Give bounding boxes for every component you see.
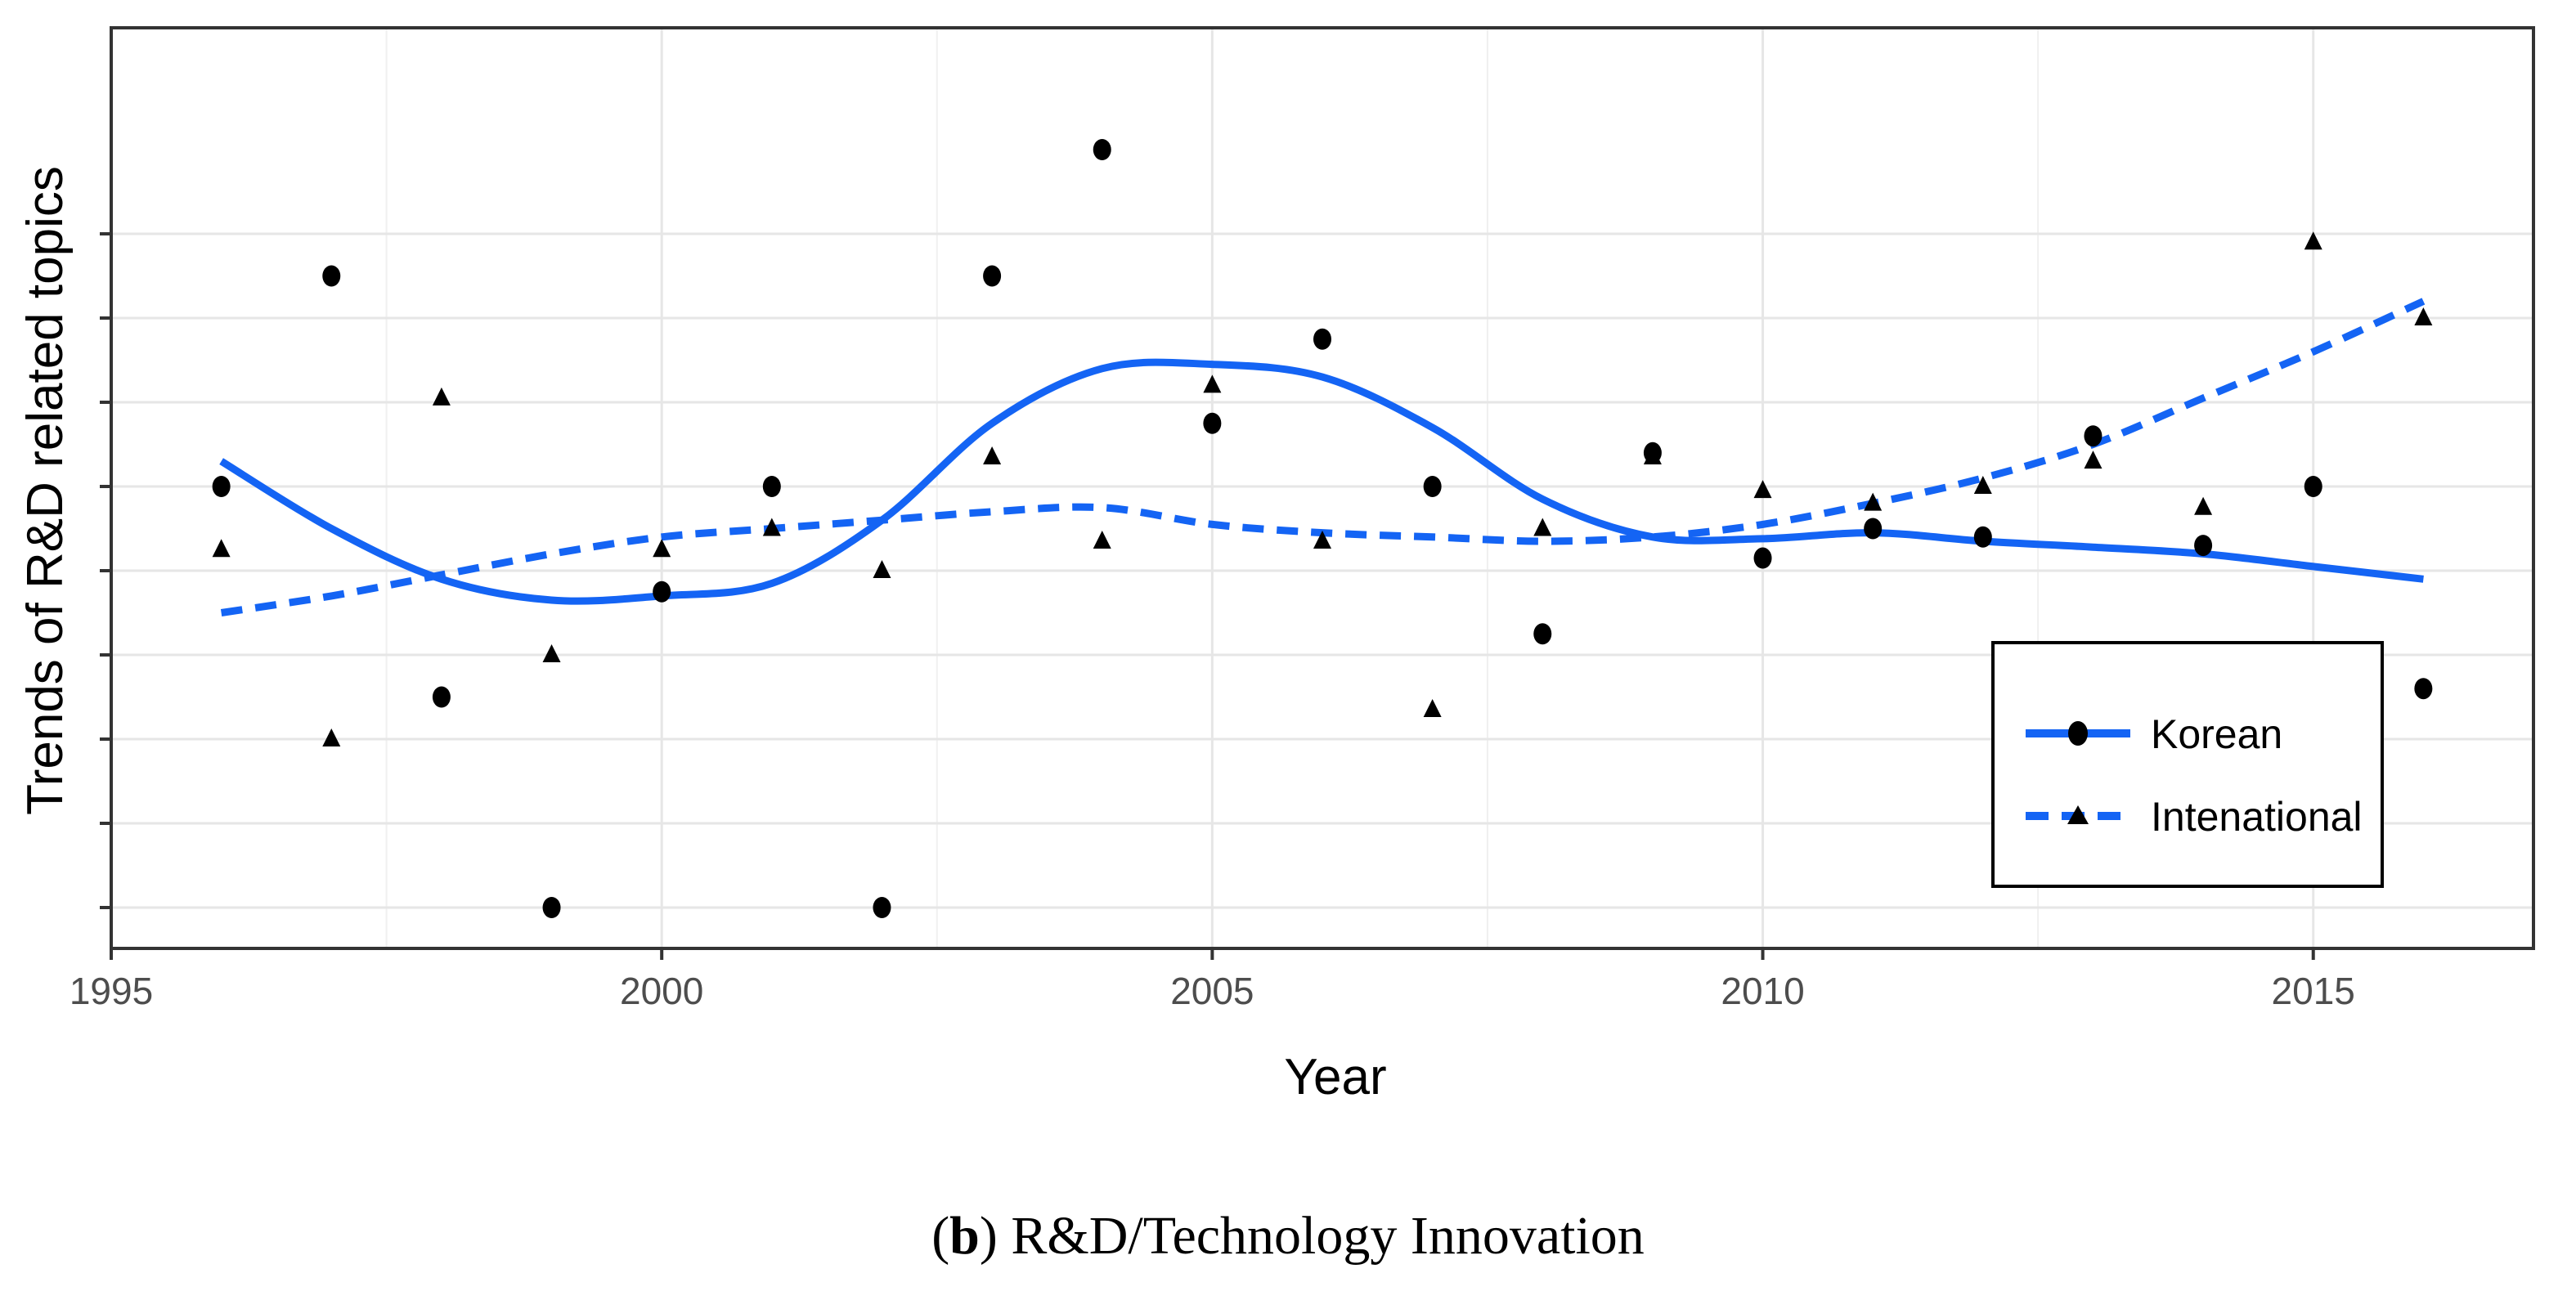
- point-korean: [322, 265, 341, 287]
- point-intenational: [2194, 496, 2213, 515]
- point-korean: [983, 265, 1002, 287]
- point-intenational: [542, 644, 561, 662]
- x-tick-label: 2005: [1170, 970, 1254, 1012]
- point-korean: [542, 897, 561, 918]
- legend-marker-intenational: [2067, 805, 2089, 824]
- point-intenational: [432, 387, 451, 406]
- point-korean: [2414, 678, 2433, 700]
- legend: Korean Intenational: [1991, 641, 2384, 888]
- point-intenational: [983, 446, 1002, 464]
- x-tick-label: 1995: [70, 970, 153, 1012]
- y-ticks: [100, 232, 111, 909]
- legend-box: [1991, 641, 2384, 888]
- point-intenational: [2414, 307, 2433, 325]
- point-korean: [762, 476, 781, 497]
- point-korean: [1864, 518, 1883, 540]
- x-axis-title: Year: [1284, 1049, 1386, 1105]
- smooth-line-intenational: [220, 298, 2426, 616]
- point-korean: [1533, 623, 1552, 645]
- x-tick-label: 2000: [620, 970, 703, 1012]
- point-korean: [873, 897, 891, 918]
- point-intenational: [322, 728, 341, 746]
- data-points: [212, 139, 2433, 918]
- point-intenational: [2304, 231, 2322, 250]
- smooth-line-korean: [219, 358, 2424, 605]
- point-intenational: [1093, 530, 1111, 549]
- point-korean: [432, 686, 451, 708]
- x-ticks: 1995 2000 2005 2010 2015: [70, 948, 2355, 1012]
- point-korean: [2304, 476, 2322, 497]
- legend-marker-korean: [2068, 721, 2088, 746]
- legend-label-korean: Korean: [2151, 711, 2282, 757]
- point-intenational: [1973, 476, 1992, 494]
- smooth-lines: [219, 298, 2426, 616]
- point-korean: [1313, 328, 1331, 350]
- point-korean: [1203, 412, 1222, 434]
- point-intenational: [1753, 480, 1772, 499]
- point-korean: [1753, 547, 1772, 569]
- point-intenational: [762, 518, 781, 536]
- x-tick-label: 2015: [2272, 970, 2355, 1012]
- x-tick-label: 2010: [1721, 970, 1804, 1012]
- point-korean: [1093, 139, 1111, 160]
- point-intenational: [2084, 451, 2103, 469]
- y-axis-title: Trends of R&D related topics: [17, 166, 74, 815]
- point-intenational: [1864, 492, 1883, 511]
- point-intenational: [653, 539, 671, 558]
- legend-label-intenational: Intenational: [2151, 794, 2363, 840]
- caption-text: R&D/Technology Innovation: [1011, 1206, 1644, 1266]
- point-intenational: [1643, 446, 1662, 464]
- point-intenational: [1533, 518, 1552, 536]
- caption-panel-letter: b: [949, 1206, 980, 1266]
- point-korean: [1973, 526, 1992, 548]
- point-intenational: [212, 539, 231, 558]
- figure-caption: (b) R&D/Technology Innovation: [931, 1206, 1645, 1266]
- point-korean: [653, 581, 671, 603]
- point-korean: [212, 476, 231, 497]
- point-korean: [2084, 425, 2103, 447]
- point-intenational: [1313, 530, 1331, 549]
- point-korean: [1423, 476, 1442, 497]
- point-korean: [2194, 535, 2213, 557]
- point-intenational: [873, 560, 891, 578]
- point-intenational: [1203, 374, 1222, 393]
- point-intenational: [1423, 698, 1442, 717]
